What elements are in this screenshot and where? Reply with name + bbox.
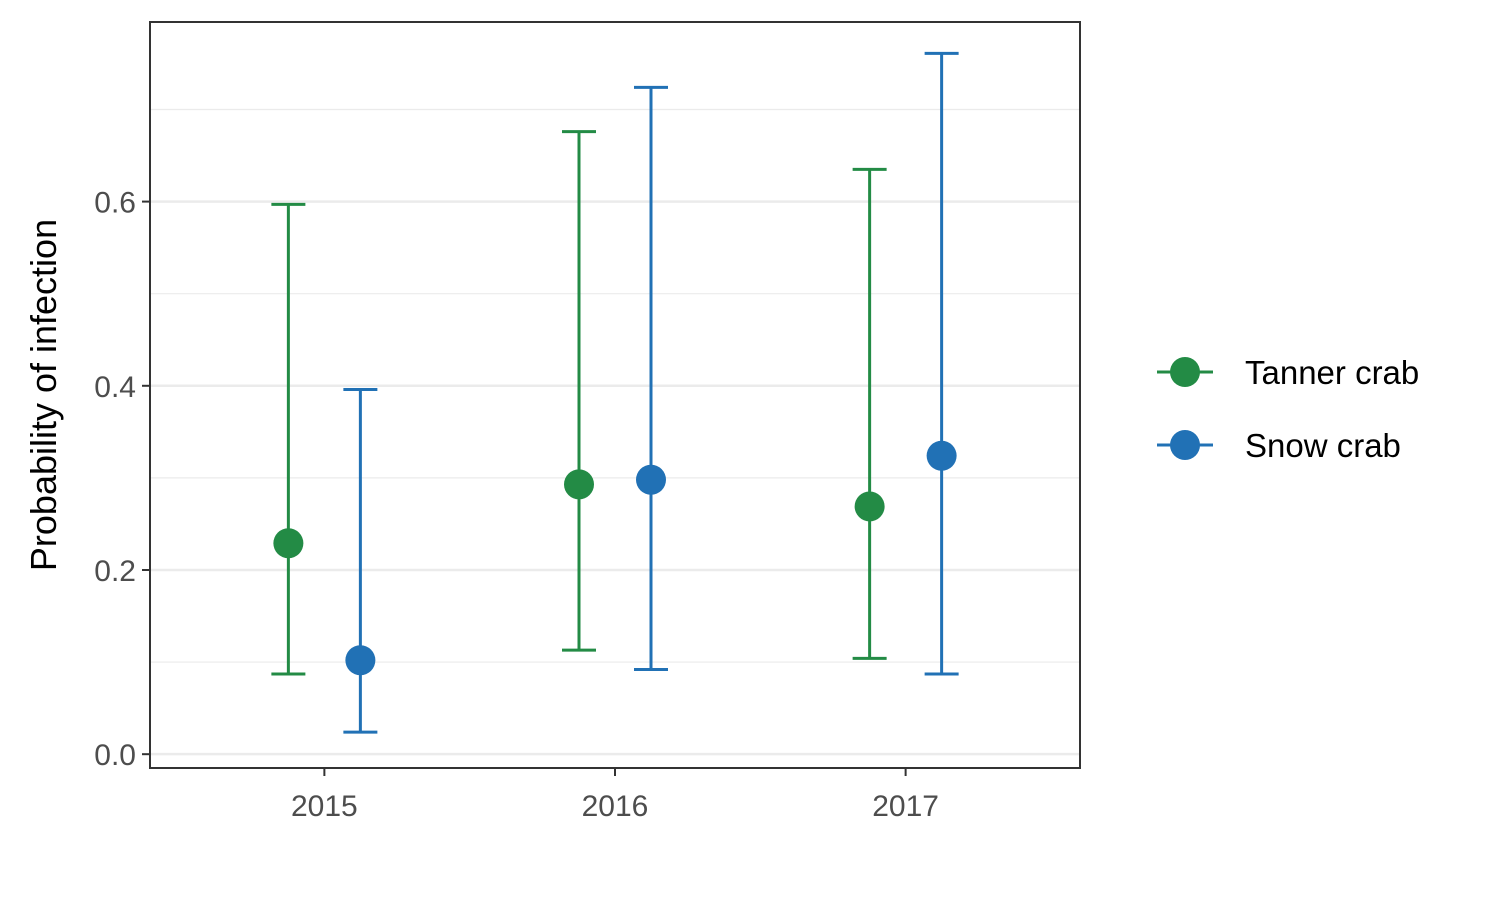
x-tick-label: 2016 bbox=[582, 790, 649, 823]
series-layer bbox=[271, 51, 959, 734]
y-tick-label: 0.4 bbox=[94, 371, 136, 404]
x-tick-label: 2017 bbox=[872, 790, 939, 823]
axes: 0.0 0.2 0.4 0.6 2015 2016 2017 bbox=[94, 187, 939, 823]
legend-label: Snow crab bbox=[1245, 427, 1401, 464]
data-point bbox=[926, 440, 957, 471]
y-axis-title: Probability of infection bbox=[23, 219, 64, 571]
data-point bbox=[564, 469, 594, 500]
series-tanner-crab bbox=[271, 130, 887, 676]
legend-item: Snow crab bbox=[1157, 427, 1401, 464]
series-snow-crab bbox=[343, 51, 959, 734]
y-tick-label: 0.0 bbox=[94, 739, 136, 772]
data-point bbox=[273, 528, 304, 559]
legend: Tanner crab Snow crab bbox=[1157, 354, 1419, 464]
y-tick-label: 0.6 bbox=[94, 187, 136, 220]
legend-key-point bbox=[1170, 357, 1200, 387]
legend-key-point bbox=[1170, 430, 1200, 460]
y-tick-label: 0.2 bbox=[94, 555, 136, 588]
data-point bbox=[345, 645, 376, 676]
data-point bbox=[854, 491, 885, 522]
legend-item: Tanner crab bbox=[1157, 354, 1419, 391]
data-point bbox=[636, 464, 666, 495]
legend-label: Tanner crab bbox=[1245, 354, 1419, 391]
x-tick-label: 2015 bbox=[291, 790, 358, 823]
grid bbox=[150, 108, 1080, 756]
